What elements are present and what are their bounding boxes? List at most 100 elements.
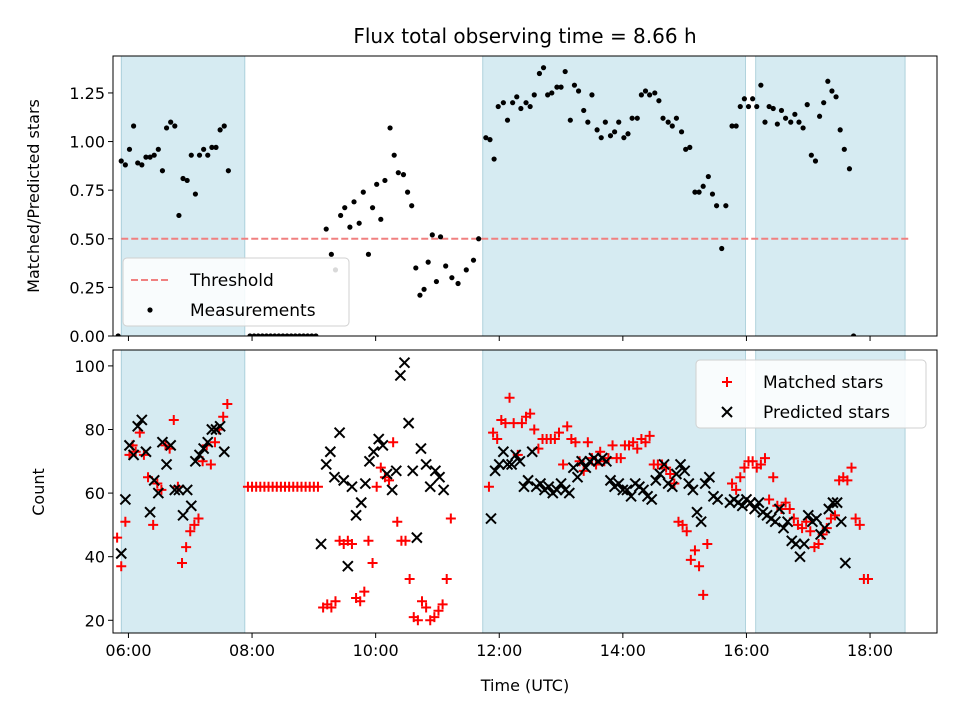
matched-star-point xyxy=(694,561,705,572)
predicted-star-point xyxy=(654,468,666,480)
predicted-star-point xyxy=(169,484,181,496)
matched-star-point xyxy=(193,513,204,524)
legend-predicted-swatch xyxy=(721,406,733,418)
measurement-point xyxy=(812,158,819,164)
matched-star-point xyxy=(582,437,593,448)
measurement-point xyxy=(374,181,380,187)
matched-star-point xyxy=(363,535,374,546)
measurement-point xyxy=(118,158,124,164)
measurement-point xyxy=(413,265,419,271)
measurement-point xyxy=(514,94,520,100)
measurement-point xyxy=(417,292,423,298)
measurement-point xyxy=(263,333,270,336)
measurement-point xyxy=(176,212,182,219)
measurement-point xyxy=(463,267,469,273)
predicted-star-point xyxy=(489,465,501,477)
measurement-point xyxy=(647,92,653,98)
predicted-star-point xyxy=(683,477,695,490)
measurement-point xyxy=(660,115,666,121)
measurement-point xyxy=(122,162,128,168)
predicted-star-point xyxy=(320,458,332,471)
predicted-star-point xyxy=(645,493,658,506)
measurement-point xyxy=(328,251,334,257)
matched-star-point xyxy=(185,526,196,537)
observing-window xyxy=(755,56,906,336)
legend-entry-label: Predicted stars xyxy=(763,403,890,423)
legend-entry-label: Measurements xyxy=(190,301,316,321)
x-tick-label: 06:00 xyxy=(105,641,151,660)
predicted-star-point xyxy=(377,439,389,452)
predicted-star-point xyxy=(695,516,707,528)
predicted-star-point xyxy=(218,446,230,458)
matched-star-point xyxy=(797,523,808,534)
y-tick-label: 1.00 xyxy=(69,133,105,152)
matched-star-point xyxy=(218,411,229,422)
matched-star-point xyxy=(677,519,688,530)
measurement-point xyxy=(808,152,814,158)
predicted-star-point xyxy=(202,436,214,448)
predicted-star-point xyxy=(580,461,592,474)
measurement-point xyxy=(796,119,802,125)
x-tick-label: 08:00 xyxy=(229,641,275,660)
measurement-point xyxy=(713,203,720,209)
matched-star-point xyxy=(813,538,824,549)
matched-star-point xyxy=(113,532,123,543)
predicted-star-point xyxy=(814,528,827,541)
matched-star-point xyxy=(525,408,536,419)
measurement-point xyxy=(723,203,729,209)
chart-title: Flux total observing time = 8.66 h xyxy=(353,24,696,48)
measurement-point xyxy=(404,189,411,195)
predicted-star-point xyxy=(132,420,144,433)
matched-star-point xyxy=(759,453,770,464)
measurement-point xyxy=(251,333,257,336)
predicted-star-point xyxy=(613,477,625,490)
measurement-point xyxy=(696,189,702,195)
measurement-point xyxy=(391,152,397,158)
measurement-point xyxy=(356,220,362,226)
predicted-star-point xyxy=(189,455,202,467)
panel-1: 0.00 0.25 0.50 0.75 1.00 1.25 xyxy=(69,55,938,346)
y-axis-label-bottom: Count xyxy=(29,468,48,516)
matched-star-point xyxy=(850,513,861,524)
measurement-point xyxy=(259,333,265,336)
axes-frame xyxy=(112,349,938,634)
measurement-point xyxy=(247,333,253,336)
predicted-star-point xyxy=(214,420,226,433)
matched-star-point xyxy=(429,612,440,623)
measurement-point xyxy=(188,152,194,158)
measurement-point xyxy=(545,92,551,98)
matched-star-point xyxy=(549,434,560,445)
measurement-point xyxy=(634,115,640,121)
predicted-star-point xyxy=(542,481,555,493)
measurement-point xyxy=(347,224,353,230)
measurement-point xyxy=(309,333,315,336)
measurement-point xyxy=(284,333,290,336)
measurement-point xyxy=(774,121,780,127)
matched-star-point xyxy=(330,596,341,607)
matched-star-point xyxy=(747,456,758,467)
measurement-point xyxy=(770,105,776,112)
predicted-star-point xyxy=(510,449,522,461)
measurement-point xyxy=(205,152,211,158)
matched-star-point xyxy=(739,462,750,473)
measurement-point xyxy=(395,170,401,176)
measurement-point xyxy=(487,137,493,143)
matched-star-point xyxy=(562,421,573,432)
measurement-point xyxy=(476,236,482,242)
measurement-point xyxy=(225,168,231,174)
matched-star-point xyxy=(177,558,188,569)
predicted-star-point xyxy=(703,471,716,483)
measurement-point xyxy=(305,333,311,336)
y-tick-label: 0.25 xyxy=(69,278,105,297)
matched-star-point xyxy=(727,478,738,489)
predicted-star-point xyxy=(429,465,442,477)
y-tick-label: 60 xyxy=(85,484,105,503)
measurement-point xyxy=(540,65,547,71)
measurement-point xyxy=(425,259,431,265)
observing-window xyxy=(120,350,246,633)
predicted-star-point xyxy=(650,474,662,487)
measurement-point xyxy=(733,123,739,129)
matched-star-point xyxy=(371,481,382,492)
measurement-point xyxy=(687,144,693,150)
matched-star-point xyxy=(640,437,651,448)
